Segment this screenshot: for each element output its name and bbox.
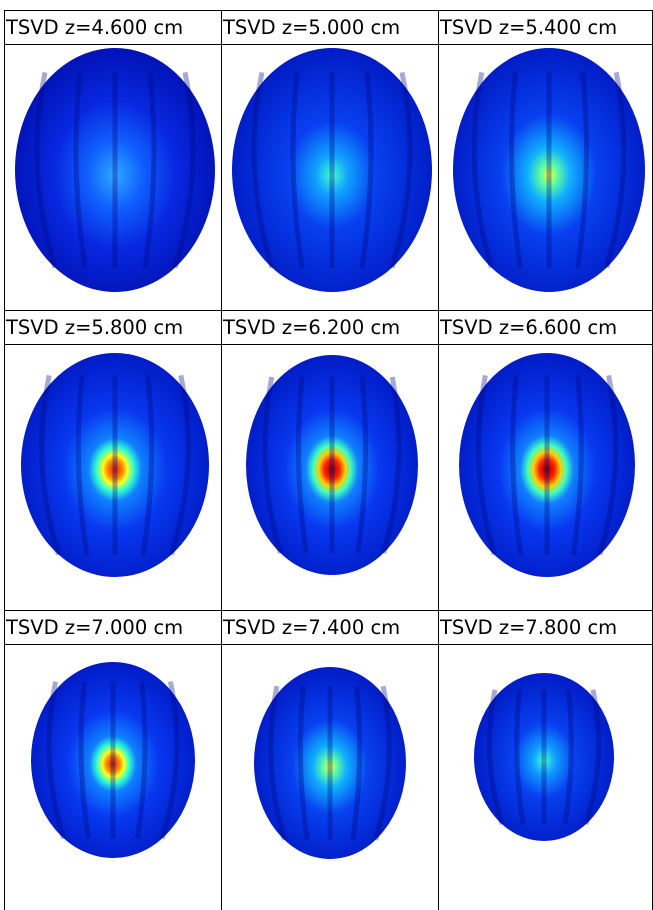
texture [350,685,363,841]
head-image [474,673,614,841]
texture [604,71,627,269]
texture [135,681,148,839]
panel-title: TSVD z=5.000 cm [221,10,438,45]
texture [268,685,287,841]
texture [34,71,58,269]
texture [381,376,402,554]
head-image [453,48,645,292]
texture [251,71,275,269]
head [31,662,195,858]
panel-image [438,45,653,310]
texture [583,689,602,825]
panel-title: TSVD z=7.400 cm [221,610,438,645]
panel-image [438,645,653,910]
panel-image [4,45,221,310]
head [15,48,215,292]
head [21,353,209,577]
texture [486,689,505,825]
texture [290,72,305,268]
texture [570,375,584,555]
texture [359,72,374,268]
texture [514,689,526,825]
head-image [246,355,418,575]
texture [39,374,61,556]
panel-image [221,645,438,910]
texture [73,72,88,268]
head-image [232,48,432,292]
texture [140,375,155,555]
texture [575,72,589,268]
panel-image [4,345,221,610]
panel-image [4,645,221,910]
head [246,355,418,575]
texture [46,681,67,840]
head [254,667,406,859]
panel-title: TSVD z=5.800 cm [4,310,221,345]
head [453,48,645,292]
head-image [254,667,406,859]
texture [172,71,196,269]
texture [475,374,497,556]
panel-title: TSVD z=6.200 cm [221,310,438,345]
texture [78,681,91,839]
texture [295,376,309,554]
panel-title: TSVD z=7.800 cm [438,610,653,645]
texture [509,72,523,268]
panel-title: TSVD z=4.600 cm [4,10,221,45]
head-image [15,48,215,292]
panel-image [438,345,653,610]
texture [169,374,191,556]
panel-image [221,45,438,310]
texture [562,689,574,825]
head [474,673,614,841]
texture [373,685,392,841]
head-image [31,662,195,858]
panel-title: TSVD z=7.000 cm [4,610,221,645]
texture [510,375,524,555]
panel-title: TSVD z=5.400 cm [438,10,653,45]
head [459,353,635,577]
texture [159,681,180,840]
texture [597,374,619,556]
texture [75,375,90,555]
texture [355,376,369,554]
texture [297,685,310,841]
head-image [459,353,635,577]
panel-grid: TSVD z=4.600 cm TSVD z=5.000 cm TSVD z=5.4… [4,10,653,910]
texture [142,72,157,268]
panel-image [221,345,438,610]
texture [389,71,413,269]
texture [471,71,494,269]
texture [262,376,283,554]
panel-title: TSVD z=6.600 cm [438,310,653,345]
head [232,48,432,292]
head-image [21,353,209,577]
